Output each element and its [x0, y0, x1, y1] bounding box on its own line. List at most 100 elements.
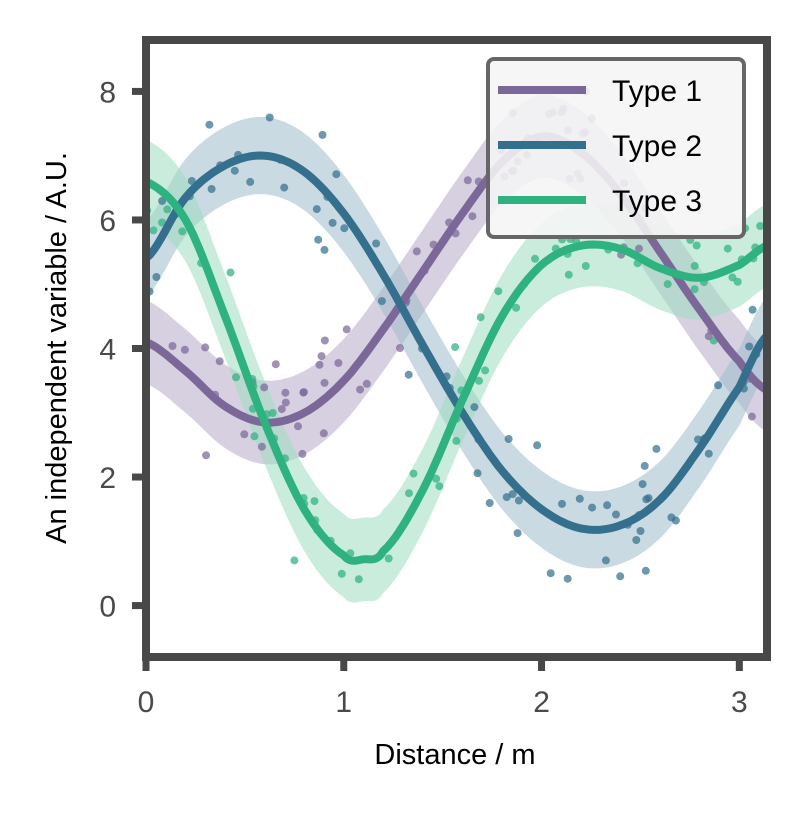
data-point-type-3 [531, 254, 539, 263]
data-point-type-3 [476, 313, 485, 322]
data-point-type-3 [409, 469, 418, 478]
data-point-type-2 [152, 273, 161, 281]
data-point-type-2 [714, 381, 723, 390]
data-point-type-1 [168, 342, 177, 350]
legend-box [486, 57, 746, 239]
data-point-type-3 [494, 287, 503, 296]
x-tick-label: 2 [533, 686, 550, 719]
legend-label-type-1: Type 1 [612, 75, 702, 108]
data-point-type-3 [163, 205, 172, 214]
data-point-type-2 [508, 490, 517, 499]
data-point-type-2 [636, 527, 645, 535]
data-point-type-1 [202, 451, 211, 460]
data-point-type-3 [158, 218, 167, 227]
y-tick-label: 8 [99, 76, 116, 109]
data-point-type-3 [405, 489, 413, 498]
data-point-type-2 [563, 574, 572, 583]
data-point-type-3 [226, 268, 235, 277]
data-point-type-3 [268, 409, 277, 417]
data-point-type-2 [246, 177, 255, 186]
data-point-type-1 [319, 429, 328, 438]
data-point-type-2 [667, 513, 676, 522]
y-axis-label: An independent variable / A.U. [41, 152, 73, 544]
x-axis-label: Distance / m [374, 739, 535, 771]
y-tick-label: 4 [99, 334, 116, 367]
data-point-type-2 [207, 185, 216, 193]
data-point-type-2 [704, 449, 713, 458]
data-point-type-3 [512, 303, 521, 312]
data-point-type-2 [340, 224, 349, 233]
data-point-type-2 [404, 370, 413, 379]
data-point-type-2 [320, 245, 329, 254]
data-point-type-3 [475, 376, 483, 385]
x-ticks: 0 1 2 3 [138, 657, 748, 719]
data-point-type-1 [342, 325, 351, 334]
data-point-type-3 [728, 273, 737, 282]
x-tick-label: 0 [138, 686, 155, 719]
data-point-type-2 [312, 205, 321, 214]
legend: Type 1 Type 2 Type 3 [486, 57, 746, 239]
data-point-type-2 [328, 218, 337, 227]
data-point-type-3 [384, 554, 393, 563]
data-point-type-1 [180, 345, 189, 354]
data-point-type-2 [205, 120, 214, 129]
data-point-type-2 [642, 495, 651, 504]
data-point-type-1 [299, 388, 308, 397]
data-point-type-1 [294, 422, 302, 431]
line-type-2 [142, 151, 771, 534]
band-type-2 [146, 116, 767, 569]
data-point-type-3 [452, 436, 461, 445]
data-point-type-2 [318, 130, 327, 139]
data-point-type-3 [581, 262, 590, 270]
data-point-type-1 [298, 449, 307, 458]
data-point-type-3 [481, 366, 490, 375]
data-point-type-1 [320, 336, 329, 345]
data-point-type-1 [317, 352, 326, 361]
data-point-type-1 [260, 383, 269, 392]
data-point-type-1 [396, 344, 404, 352]
data-point-type-2 [377, 297, 386, 306]
data-point-type-2 [638, 480, 647, 489]
line-type-3 [142, 177, 771, 565]
band-type-3 [146, 139, 767, 603]
data-point-type-3 [232, 373, 240, 382]
data-point-type-2 [603, 501, 612, 510]
legend-label-type-2: Type 2 [612, 130, 702, 163]
data-point-type-2 [588, 503, 597, 512]
data-point-type-1 [635, 244, 643, 253]
x-tick-label: 1 [335, 686, 352, 719]
data-point-type-2 [470, 403, 479, 412]
data-point-type-3 [178, 227, 187, 236]
data-point-type-1 [281, 398, 290, 407]
data-point-type-1 [315, 360, 324, 369]
data-point-type-2 [265, 113, 274, 122]
data-point-type-2 [546, 569, 555, 578]
data-point-type-3 [723, 244, 732, 253]
data-point-type-2 [641, 566, 650, 575]
data-point-type-2 [558, 499, 566, 508]
data-point-type-2 [514, 496, 523, 505]
data-point-type-2 [533, 441, 542, 450]
data-point-type-2 [748, 305, 757, 314]
data-point-type-3 [692, 241, 701, 250]
data-point-type-1 [215, 357, 224, 366]
data-point-type-2 [601, 556, 610, 565]
y-tick-label: 0 [99, 591, 116, 624]
data-point-type-1 [468, 212, 477, 221]
data-point-type-2 [575, 494, 584, 503]
legend-label-type-3: Type 3 [612, 185, 702, 218]
data-point-type-1 [240, 430, 249, 439]
data-point-type-1 [356, 385, 365, 394]
y-ticks: 0 2 4 6 8 [99, 76, 146, 624]
x-tick-label: 3 [731, 686, 748, 719]
data-point-type-1 [277, 405, 286, 414]
data-point-type-3 [756, 222, 765, 230]
data-point-type-3 [149, 226, 158, 235]
data-point-type-2 [502, 493, 511, 502]
data-point-type-3 [733, 277, 742, 286]
series-lines [142, 132, 771, 565]
data-point-type-2 [504, 435, 513, 443]
data-point-type-2 [485, 499, 494, 507]
data-point-type-2 [280, 183, 289, 192]
data-point-type-3 [432, 474, 441, 483]
